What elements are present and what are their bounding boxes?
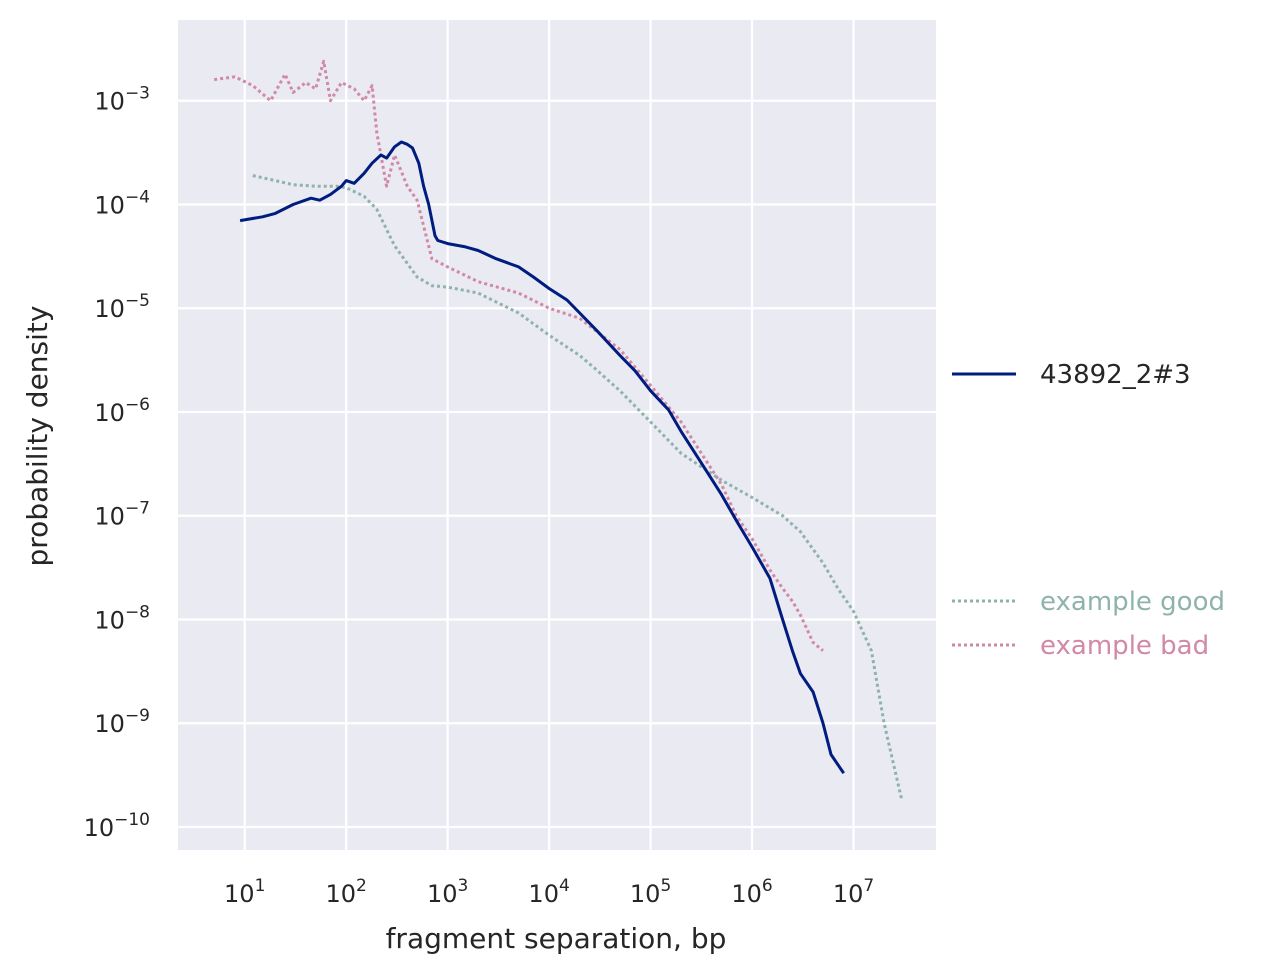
y-tick-label: 10−4	[94, 187, 150, 219]
x-tick-label: 101	[224, 876, 265, 908]
y-tick-label: 10−5	[94, 291, 150, 323]
x-tick-label: 104	[528, 876, 569, 908]
x-tick-label: 103	[427, 876, 468, 908]
x-tick-labels: 101 102 103 104 105 106 107	[224, 876, 874, 908]
legend-label: 43892_2#3	[1040, 360, 1191, 390]
series-lines	[213, 59, 904, 801]
grid	[178, 20, 936, 850]
y-tick-label: 10−6	[94, 395, 150, 427]
series-line-example-good	[252, 174, 904, 801]
y-tick-label: 10−3	[94, 84, 150, 116]
legend-label: example bad	[1040, 631, 1209, 661]
legend-examples: example good example bad	[952, 587, 1225, 661]
y-tick-label: 10−10	[84, 810, 150, 842]
legend-label: example good	[1040, 587, 1225, 617]
y-tick-label: 10−7	[94, 499, 150, 531]
y-tick-label: 10−8	[94, 602, 150, 634]
legend-primary: 43892_2#3	[952, 360, 1191, 390]
y-axis-title: probability density	[21, 306, 54, 567]
y-tick-labels: 10−3 10−4 10−5 10−6 10−7 10−8 10−9 10−10	[84, 84, 150, 842]
x-axis-title: fragment separation, bp	[386, 922, 727, 955]
y-tick-label: 10−9	[94, 706, 150, 738]
series-line-example-bad	[213, 59, 824, 652]
x-tick-label: 106	[731, 876, 772, 908]
plot-background	[178, 20, 936, 850]
series-line-43892-2-3	[239, 140, 845, 775]
x-tick-label: 105	[630, 876, 671, 908]
x-tick-label: 107	[833, 876, 874, 908]
x-tick-label: 102	[326, 876, 367, 908]
